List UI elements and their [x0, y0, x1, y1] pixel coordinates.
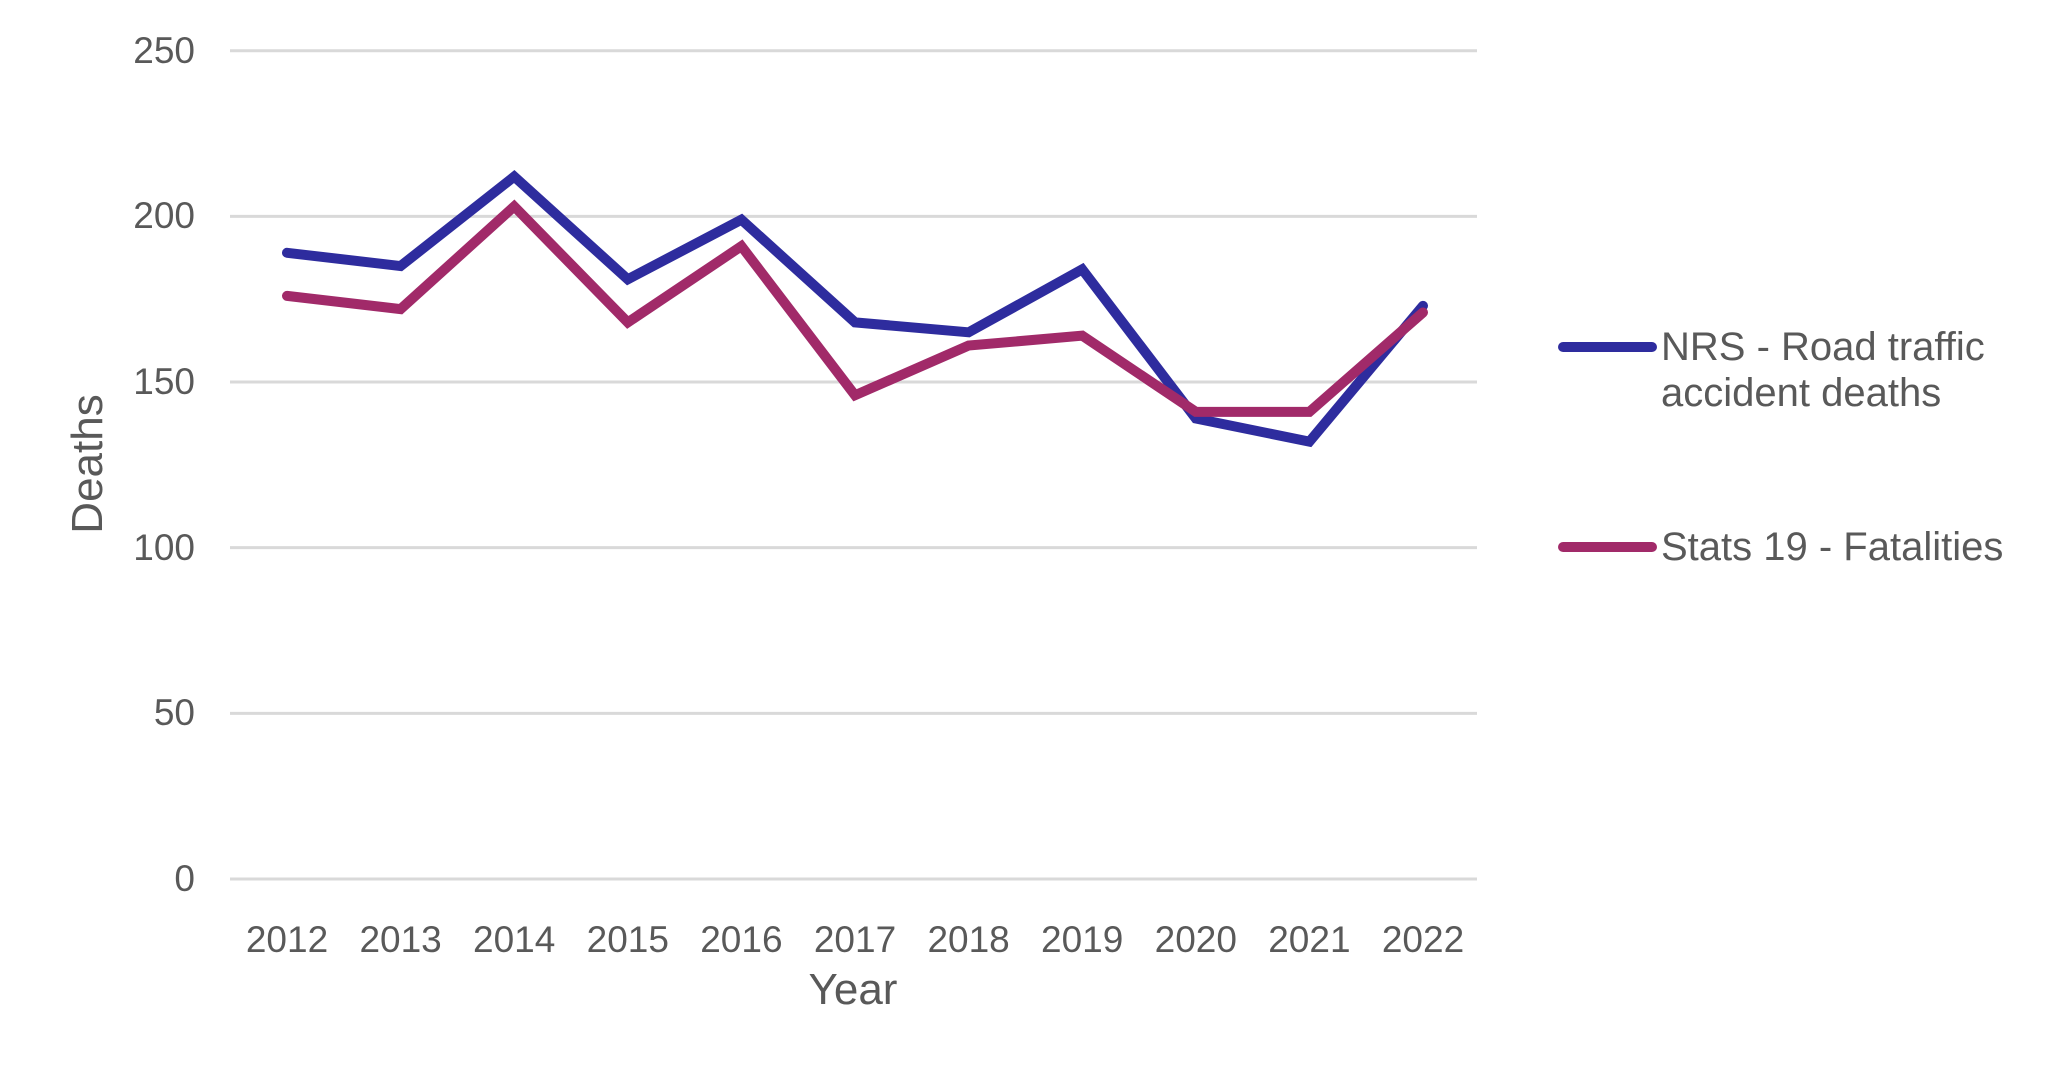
y-tick-label: 150: [133, 361, 195, 403]
series-line-nrs: [282, 170, 1428, 448]
legend-label-stats19: Stats 19 - Fatalities: [1661, 525, 2004, 569]
nrs-series-line-marker-icon: [1558, 342, 1657, 352]
x-tick-label: 2021: [1268, 919, 1351, 960]
x-tick-label: 2017: [813, 919, 897, 960]
series-line-stats19: [282, 199, 1428, 417]
x-tick-label: 2019: [1041, 919, 1124, 960]
x-tick-label: 2018: [927, 919, 1010, 960]
legend-label-nrs: NRS - Road traffic accident deaths: [1661, 325, 1985, 415]
y-tick-label: 250: [133, 29, 195, 71]
y-tick-label: 100: [133, 526, 195, 568]
x-tick-label: 2014: [473, 919, 556, 960]
x-tick-label: 2012: [245, 919, 329, 960]
x-tick-label: 2015: [586, 919, 669, 960]
x-tick-label: 2022: [1381, 919, 1465, 960]
x-tick-label: 2016: [700, 919, 783, 960]
x-tick-label: 2020: [1154, 919, 1237, 960]
legend-entry-nrs: NRS - Road traffic accident deaths: [1558, 324, 2046, 416]
legend-entry-stats19: Stats 19 - Fatalities: [1558, 524, 2046, 570]
y-tick-label: 50: [153, 692, 195, 734]
y-axis-title: Deaths: [63, 394, 112, 534]
y-tick-label: 200: [133, 195, 195, 237]
x-tick-label: 2013: [359, 919, 442, 960]
stats19-series-line-marker-icon: [1558, 542, 1657, 552]
x-axis-title: Year: [808, 965, 898, 1014]
y-tick-label: 0: [174, 858, 195, 899]
